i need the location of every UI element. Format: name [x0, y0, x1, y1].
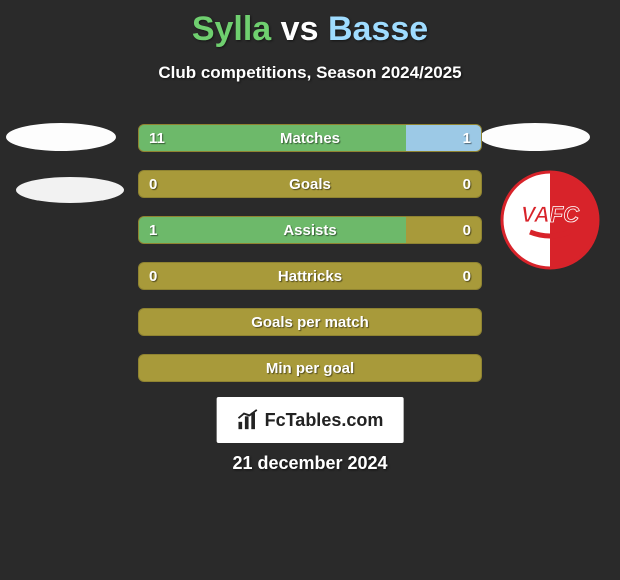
player1-name: Sylla [192, 10, 271, 48]
player1-club-logo-placeholder-2 [16, 177, 124, 203]
svg-text:VAFC: VAFC [521, 202, 580, 227]
snapshot-date: 21 december 2024 [0, 453, 620, 474]
chart-icon [237, 409, 259, 431]
stat-row: 00Hattricks [138, 262, 482, 290]
stat-row: 00Goals [138, 170, 482, 198]
player2-club-emblem: VAFC [500, 170, 600, 270]
stat-label: Goals per match [139, 309, 481, 335]
subtitle: Club competitions, Season 2024/2025 [0, 63, 620, 83]
stat-label: Assists [139, 217, 481, 243]
stat-rows: 111Matches 00Goals 10Assists 00Hattricks Goa… [138, 124, 482, 400]
player2-club-logo-placeholder [480, 123, 590, 151]
comparison-title: Sylla vs Basse [0, 0, 620, 49]
stat-row: Min per goal [138, 354, 482, 382]
player1-club-logo-placeholder [6, 123, 116, 151]
stat-row: Goals per match [138, 308, 482, 336]
stat-label: Hattricks [139, 263, 481, 289]
site-name: FcTables.com [265, 410, 384, 431]
stat-row: 111Matches [138, 124, 482, 152]
stat-label: Matches [139, 125, 481, 151]
stat-label: Min per goal [139, 355, 481, 381]
site-badge: FcTables.com [217, 397, 404, 443]
vs-separator: vs [281, 10, 319, 48]
stat-label: Goals [139, 171, 481, 197]
player2-name: Basse [328, 10, 428, 48]
stat-row: 10Assists [138, 216, 482, 244]
vafc-emblem-icon: VAFC [500, 170, 600, 270]
